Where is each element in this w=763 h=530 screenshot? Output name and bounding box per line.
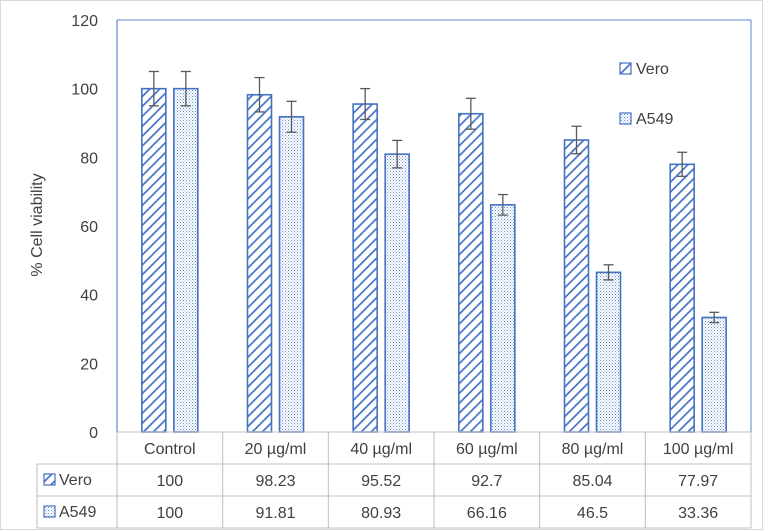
bar-vero-4: [563, 139, 590, 433]
x-category-label: Control: [144, 441, 196, 458]
bar-vero-3: [458, 112, 484, 433]
table-key-a549: [43, 505, 56, 518]
table-value-a549: 33.36: [678, 505, 718, 522]
bar-a549-0: [173, 87, 199, 433]
table-value-vero: 77.97: [678, 473, 718, 490]
legend-swatch-a549: [619, 112, 632, 125]
table-value-vero: 95.52: [361, 473, 401, 490]
legend-label-a549: A549: [636, 111, 673, 128]
bar-vero-5: [669, 163, 695, 433]
x-category-label: 80 µg/ml: [562, 441, 624, 458]
table-value-vero: 100: [156, 473, 183, 490]
table-value-vero: 92.7: [471, 473, 502, 490]
bar-vero-2: [352, 103, 378, 433]
table-series-name: Vero: [59, 472, 92, 489]
legend-label-vero: Vero: [636, 61, 669, 78]
table-series-name: A549: [59, 504, 96, 521]
bar-vero-0: [141, 87, 167, 433]
x-category-label: 100 µg/ml: [663, 441, 734, 458]
y-tick-label: 0: [89, 425, 98, 442]
table-value-a549: 66.16: [467, 505, 507, 522]
bar-a549-2: [384, 153, 410, 433]
table-value-a549: 100: [156, 505, 183, 522]
bar-a549-4: [595, 271, 622, 433]
x-category-label: 60 µg/ml: [456, 441, 518, 458]
x-category-label: 20 µg/ml: [245, 441, 307, 458]
table-value-vero: 85.04: [572, 473, 612, 490]
table-key-vero: [43, 473, 56, 486]
y-tick-label: 60: [80, 219, 98, 236]
table-value-a549: 80.93: [361, 505, 401, 522]
y-tick-label: 40: [80, 288, 98, 305]
table-value-a549: 46.5: [577, 505, 608, 522]
bar-a549-1: [278, 115, 305, 433]
table-value-vero: 98.23: [255, 473, 295, 490]
y-tick-label: 80: [80, 150, 98, 167]
x-category-label: 40 µg/ml: [350, 441, 412, 458]
legend-swatch-vero: [619, 62, 632, 75]
y-axis-title: % Cell viability: [29, 173, 46, 276]
bar-a549-3: [490, 204, 516, 433]
bar-vero-1: [246, 93, 273, 433]
y-tick-label: 120: [71, 13, 98, 30]
y-tick-label: 100: [71, 82, 98, 99]
bar-a549-5: [701, 316, 727, 433]
table-value-a549: 91.81: [255, 505, 295, 522]
y-tick-label: 20: [80, 356, 98, 373]
